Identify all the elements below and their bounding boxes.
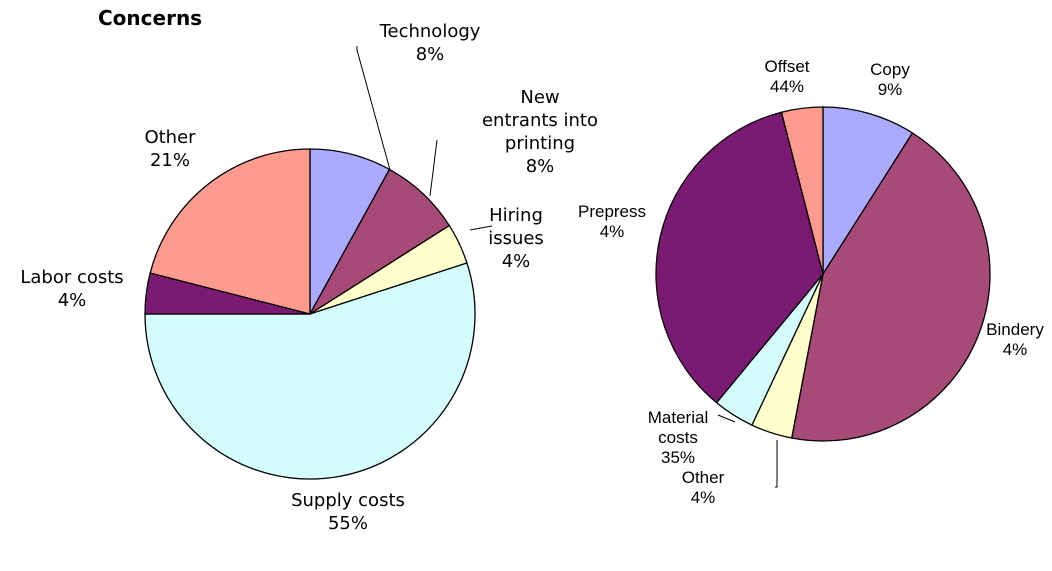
- category-label: Bindery: [986, 320, 1044, 339]
- slice-label: Copy 9%: [850, 60, 930, 100]
- slice-label: Hiring issues 4%: [481, 204, 551, 273]
- value-label: 4%: [501, 251, 531, 272]
- pie-slice: [149, 148, 311, 315]
- leader-line: [469, 225, 493, 231]
- slice-label: Other 21%: [130, 126, 210, 172]
- category-label: Labor costs: [20, 267, 124, 288]
- value-label: 55%: [327, 513, 368, 534]
- slice-label: Technology 8%: [350, 20, 510, 66]
- category-label: New entrants into printing: [481, 87, 598, 154]
- value-label: 9%: [877, 80, 903, 99]
- pie-slice: [822, 106, 914, 277]
- slice-label: Labor costs 4%: [0, 266, 152, 312]
- slice-label: Other 4%: [658, 468, 748, 508]
- category-label: Other: [144, 127, 196, 148]
- category-label: Prepress: [577, 202, 647, 221]
- pie-slice: [790, 132, 991, 442]
- slice-label: Prepress 4%: [567, 202, 657, 242]
- category-label: Other: [681, 468, 725, 487]
- slice-label: New entrants into printing 8%: [480, 86, 600, 178]
- value-label: 4%: [599, 222, 625, 241]
- slice-label: Bindery 4%: [980, 320, 1050, 360]
- slice-label: Offset 44%: [757, 57, 817, 97]
- category-label: Supply costs: [291, 490, 405, 511]
- slice-label: Material costs 35%: [638, 408, 718, 468]
- value-label: 4%: [1002, 340, 1028, 359]
- category-label: Technology: [379, 21, 481, 42]
- value-label: 44%: [769, 77, 805, 96]
- value-label: 35%: [660, 448, 696, 467]
- category-label: Material costs: [647, 408, 709, 447]
- value-label: 4%: [57, 290, 87, 311]
- leader-line: [775, 440, 778, 488]
- leader-line: [356, 46, 391, 171]
- slice-label: Supply costs 55%: [288, 489, 408, 535]
- value-label: 4%: [690, 488, 716, 507]
- pie-slice: [780, 106, 824, 275]
- leader-line: [429, 139, 438, 197]
- value-label: 8%: [525, 156, 555, 177]
- value-label: 21%: [149, 150, 190, 171]
- category-label: Copy: [870, 60, 910, 79]
- pie-slice: [655, 111, 824, 404]
- pie-slice: [144, 262, 476, 480]
- chart-title: Concerns: [98, 6, 203, 30]
- value-label: 8%: [415, 44, 445, 65]
- category-label: Hiring issues: [488, 205, 544, 249]
- category-label: Offset: [764, 57, 810, 76]
- leader-line: [717, 414, 736, 423]
